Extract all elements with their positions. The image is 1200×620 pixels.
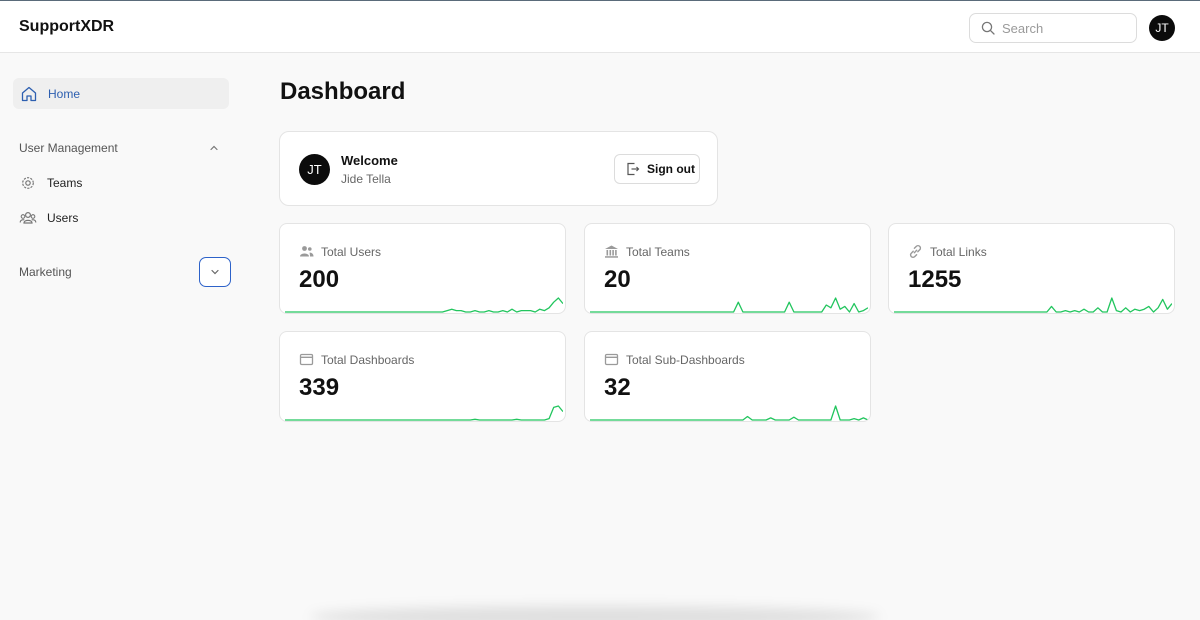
stat-card-header: Total Sub-Dashboards (604, 352, 745, 367)
window-icon (299, 353, 314, 366)
stat-label: Total Teams (626, 244, 690, 259)
stat-label: Total Dashboards (321, 352, 415, 367)
sparkline (894, 297, 1172, 313)
stat-card-header: Total Links (908, 244, 987, 259)
stat-label: Total Links (930, 244, 987, 259)
stat-value: 1255 (908, 266, 962, 293)
sidebar-item-users[interactable]: Users (19, 209, 78, 227)
top-bar: SupportXDR JT (0, 0, 1200, 53)
user-avatar[interactable]: JT (1149, 15, 1175, 41)
chevron-up-icon[interactable] (208, 142, 220, 154)
stat-card-total-users[interactable]: Total Users 200 (279, 223, 566, 314)
sparkline (590, 405, 868, 421)
gear-icon (22, 177, 34, 189)
sign-out-icon (627, 162, 640, 176)
stat-card-header: Total Users (299, 244, 381, 259)
section-user-management[interactable]: User Management (19, 141, 118, 155)
window-icon (604, 353, 619, 366)
stat-label: Total Users (321, 244, 382, 259)
bank-icon (605, 245, 618, 258)
bottom-shadow (310, 606, 880, 620)
sparkline-series (285, 297, 563, 313)
search-input[interactable] (1002, 20, 1122, 36)
sidebar-item-teams[interactable]: Teams (19, 174, 82, 192)
sidebar-item-label: Home (48, 86, 81, 101)
sparkline (590, 297, 868, 313)
sidebar-item-home[interactable]: Home (13, 78, 229, 109)
sidebar: Home User Management Teams Users Marketi… (0, 54, 245, 620)
stat-card-header: Total Teams (604, 244, 690, 259)
stat-value: 200 (299, 266, 340, 293)
stat-value: 20 (604, 266, 631, 293)
welcome-title: Welcome (341, 153, 398, 168)
search-box[interactable] (969, 13, 1137, 43)
users-icon (19, 211, 37, 224)
link-icon (909, 245, 922, 258)
users-icon (300, 246, 314, 257)
sidebar-item-label: Users (47, 211, 79, 225)
stat-card-total-dashboards[interactable]: Total Dashboards 339 (279, 331, 566, 422)
sign-out-label: Sign out (647, 162, 695, 176)
search-icon (981, 21, 995, 35)
sparkline-series (894, 297, 1172, 313)
sidebar-item-label: Teams (47, 176, 83, 190)
sparkline-series (590, 405, 868, 421)
welcome-user-name: Jide Tella (341, 172, 391, 186)
sparkline-series (285, 405, 563, 421)
page-title: Dashboard (280, 78, 406, 105)
stat-card-total-teams[interactable]: Total Teams 20 (584, 223, 871, 314)
marketing-expand-button[interactable] (199, 257, 231, 287)
section-marketing[interactable]: Marketing (19, 265, 72, 279)
stat-card-total-links[interactable]: Total Links 1255 (888, 223, 1175, 314)
sign-out-button[interactable]: Sign out (614, 154, 700, 184)
app-brand[interactable]: SupportXDR (19, 18, 115, 35)
home-icon (21, 86, 37, 101)
sparkline (285, 405, 563, 421)
stat-card-header: Total Dashboards (299, 352, 414, 367)
welcome-card: JT Welcome Jide Tella Sign out (279, 131, 718, 206)
sparkline-series (590, 297, 868, 313)
stat-label: Total Sub-Dashboards (626, 352, 745, 367)
stat-card-total-sub-dashboards[interactable]: Total Sub-Dashboards 32 (584, 331, 871, 422)
avatar: JT (299, 154, 330, 185)
stat-value: 32 (604, 374, 631, 401)
stat-value: 339 (299, 374, 340, 401)
chevron-down-icon (211, 269, 219, 275)
sparkline (285, 297, 563, 313)
